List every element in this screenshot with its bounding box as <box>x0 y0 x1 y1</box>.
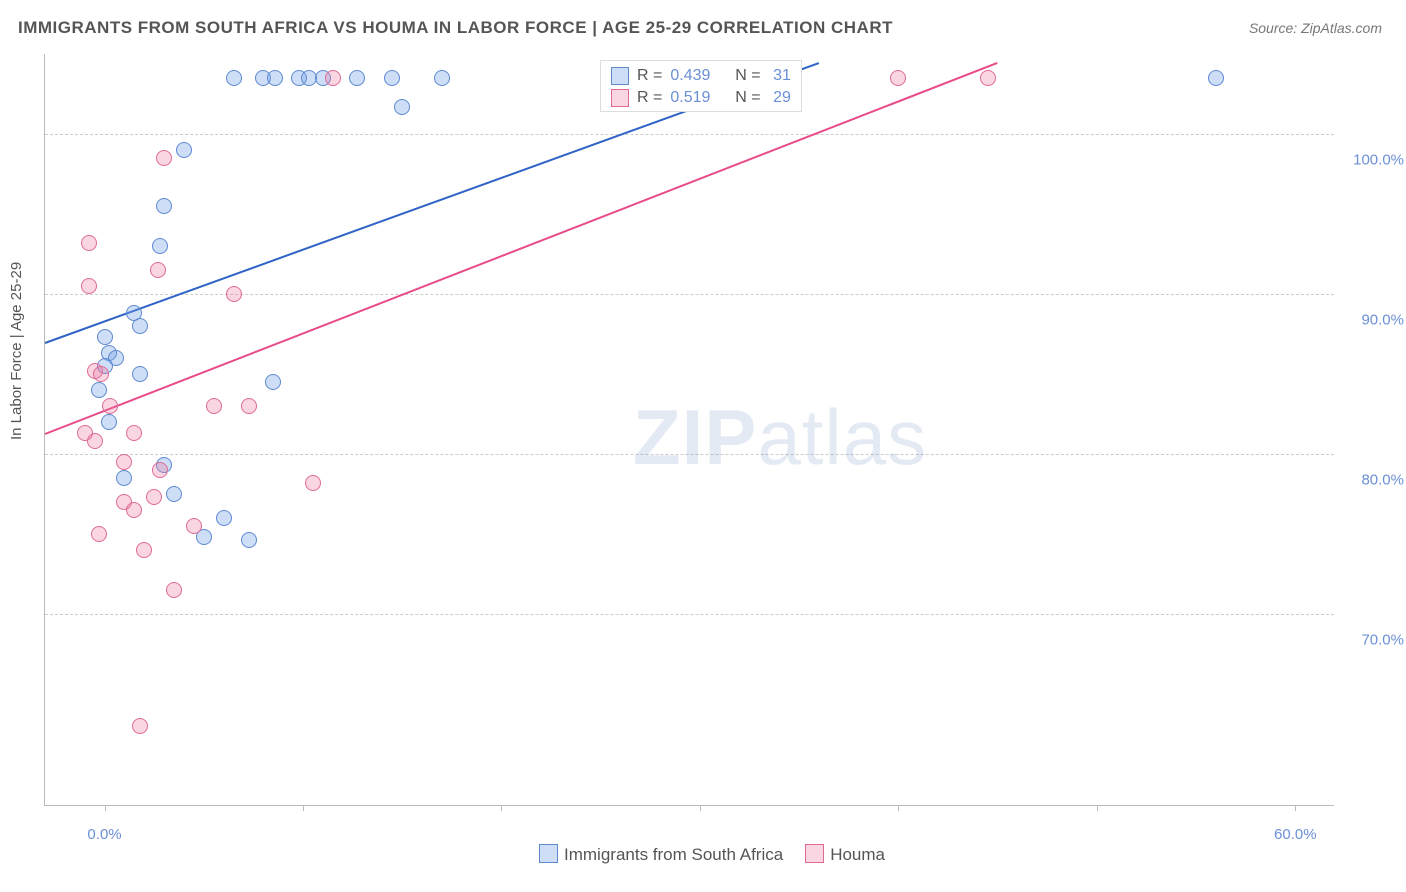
data-point <box>305 475 321 491</box>
data-point <box>102 398 118 414</box>
data-point <box>226 70 242 86</box>
data-point <box>166 486 182 502</box>
legend-label: Immigrants from South Africa <box>564 845 783 864</box>
data-point <box>126 425 142 441</box>
chart-title: IMMIGRANTS FROM SOUTH AFRICA VS HOUMA IN… <box>18 18 893 38</box>
correlation-stats-box: R = 0.439 N = 31 R = 0.519 N = 29 <box>600 60 802 112</box>
legend: Immigrants from South Africa Houma <box>539 844 885 865</box>
data-point <box>116 470 132 486</box>
data-point <box>349 70 365 86</box>
data-point <box>91 526 107 542</box>
data-point <box>325 70 341 86</box>
data-point <box>384 70 400 86</box>
x-tick <box>1097 805 1098 811</box>
gridline <box>45 614 1334 615</box>
data-point <box>156 198 172 214</box>
data-point <box>81 235 97 251</box>
x-tick <box>898 805 899 811</box>
y-tick-label: 90.0% <box>1344 312 1404 329</box>
series-swatch <box>611 89 629 107</box>
stat-label: N = <box>735 65 760 87</box>
data-point <box>980 70 996 86</box>
data-point <box>267 70 283 86</box>
data-point <box>136 542 152 558</box>
gridline <box>45 454 1334 455</box>
x-tick-label: 60.0% <box>1274 826 1317 843</box>
legend-item: Immigrants from South Africa <box>539 844 783 865</box>
data-point <box>93 366 109 382</box>
data-point <box>81 278 97 294</box>
data-point <box>176 142 192 158</box>
legend-item: Houma <box>805 844 885 865</box>
data-point <box>87 433 103 449</box>
stat-label: N = <box>735 87 760 109</box>
n-value: 31 <box>769 65 791 87</box>
data-point <box>150 262 166 278</box>
data-point <box>241 398 257 414</box>
legend-swatch <box>805 844 824 863</box>
watermark: ZIPatlas <box>633 392 927 483</box>
legend-label: Houma <box>830 845 885 864</box>
stat-row: R = 0.439 N = 31 <box>611 65 791 87</box>
stat-label: R = <box>637 87 662 109</box>
data-point <box>97 329 113 345</box>
x-tick <box>1295 805 1296 811</box>
x-tick <box>700 805 701 811</box>
x-tick <box>501 805 502 811</box>
regression-line <box>45 62 998 435</box>
y-tick-label: 100.0% <box>1344 152 1404 169</box>
r-value: 0.439 <box>670 65 710 87</box>
r-value: 0.519 <box>670 87 710 109</box>
data-point <box>434 70 450 86</box>
series-swatch <box>611 67 629 85</box>
data-point <box>206 398 222 414</box>
x-tick-label: 0.0% <box>87 826 121 843</box>
data-point <box>394 99 410 115</box>
data-point <box>226 286 242 302</box>
data-point <box>132 366 148 382</box>
y-tick-label: 80.0% <box>1344 472 1404 489</box>
stat-row: R = 0.519 N = 29 <box>611 87 791 109</box>
data-point <box>156 150 172 166</box>
y-tick-label: 70.0% <box>1344 632 1404 649</box>
data-point <box>91 382 107 398</box>
data-point <box>166 582 182 598</box>
y-axis-label: In Labor Force | Age 25-29 <box>8 262 25 440</box>
stat-label: R = <box>637 65 662 87</box>
n-value: 29 <box>769 87 791 109</box>
data-point <box>152 238 168 254</box>
data-point <box>126 502 142 518</box>
data-point <box>152 462 168 478</box>
plot-area: 70.0%80.0%90.0%100.0%0.0%60.0%ZIPatlasR … <box>44 54 1334 806</box>
source-label: Source: ZipAtlas.com <box>1249 20 1382 36</box>
data-point <box>265 374 281 390</box>
data-point <box>216 510 232 526</box>
data-point <box>186 518 202 534</box>
data-point <box>241 532 257 548</box>
data-point <box>101 414 117 430</box>
data-point <box>890 70 906 86</box>
data-point <box>1208 70 1224 86</box>
gridline <box>45 134 1334 135</box>
data-point <box>116 454 132 470</box>
data-point <box>132 318 148 334</box>
x-tick <box>105 805 106 811</box>
legend-swatch <box>539 844 558 863</box>
x-tick <box>303 805 304 811</box>
data-point <box>146 489 162 505</box>
data-point <box>132 718 148 734</box>
